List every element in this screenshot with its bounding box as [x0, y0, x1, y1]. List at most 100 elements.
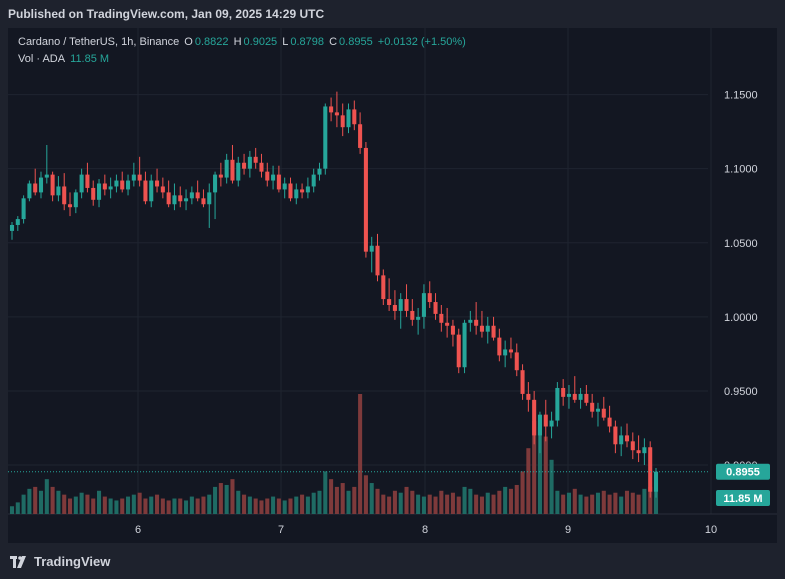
candle-body	[62, 186, 67, 205]
volume-bar	[439, 490, 444, 514]
volume-bar	[305, 496, 310, 514]
volume-bar	[67, 498, 73, 514]
volume-bar	[491, 494, 496, 514]
volume-bar	[288, 498, 293, 514]
candle-body	[155, 180, 160, 187]
candle-body	[526, 393, 531, 400]
candle-body	[288, 183, 293, 199]
candle-body	[44, 174, 49, 178]
candle-body	[323, 106, 328, 169]
volume-bar	[96, 490, 102, 514]
candle-body	[543, 414, 548, 427]
volume-bar	[311, 492, 316, 514]
volume-bar	[537, 426, 542, 514]
candle-body	[636, 450, 641, 454]
volume-bar	[427, 494, 432, 514]
top-bar: Published on TradingView.com, Jan 09, 20…	[0, 0, 785, 28]
candle-body	[590, 402, 595, 412]
volume-bar	[549, 459, 554, 514]
low-value: 0.8798	[290, 36, 325, 48]
candle-body	[317, 168, 322, 175]
candle-body	[137, 174, 142, 181]
candle-body	[201, 198, 206, 205]
candle-body	[294, 189, 299, 199]
open-label: O	[184, 36, 193, 48]
volume-bar	[27, 488, 32, 514]
candle-body	[50, 174, 55, 196]
candle-body	[21, 198, 26, 220]
candle-body	[352, 109, 357, 125]
volume-bar	[50, 486, 55, 514]
published-caption: Published on TradingView.com, Jan 09, 20…	[8, 7, 325, 21]
volume-bar	[33, 486, 38, 514]
candle-body	[358, 124, 363, 148]
high-label: H	[233, 36, 242, 48]
candle-body	[595, 408, 601, 412]
volume-bar	[387, 496, 392, 514]
volume-bar	[178, 498, 183, 514]
candle-body	[387, 299, 392, 306]
candle-body	[166, 192, 171, 205]
volume-bar	[265, 498, 270, 514]
volume-bar	[433, 496, 438, 514]
price-tick-label: 1.1000	[724, 164, 758, 176]
volume-bar	[224, 484, 229, 514]
volume-bar	[149, 496, 154, 514]
volume-bar	[520, 471, 525, 514]
candle-body	[126, 180, 131, 190]
volume-bar	[474, 494, 479, 514]
volume-bar	[114, 500, 119, 514]
tradingview-brand[interactable]: TradingView	[10, 554, 110, 569]
candle-body	[485, 325, 490, 332]
volume-bar	[456, 496, 461, 514]
candle-body	[67, 204, 73, 208]
candle-body	[85, 174, 90, 188]
volume-bar	[624, 490, 630, 514]
volume-bar	[561, 494, 566, 514]
volume-bar	[392, 490, 397, 514]
volume-bar	[566, 492, 572, 514]
volume-bar	[247, 496, 252, 514]
candle-body	[404, 299, 409, 311]
candlestick-chart[interactable]: 1.15001.10001.05001.00000.95000.90006789…	[8, 28, 777, 543]
candle-body	[340, 115, 345, 128]
candle-body	[503, 349, 508, 356]
volume-badge-label: 11.85 M	[723, 493, 762, 505]
candle-body	[537, 414, 542, 436]
candle-body	[131, 174, 136, 181]
volume-bar	[155, 494, 160, 514]
volume-bar	[218, 483, 223, 514]
volume-bar	[56, 490, 61, 514]
chart-panel[interactable]: 1.15001.10001.05001.00000.95000.90006789…	[8, 28, 777, 543]
symbol-label: Cardano / TetherUS, 1h, Binance	[18, 36, 180, 48]
candle-body	[607, 417, 612, 427]
volume-bar	[85, 494, 90, 514]
last-price-label: 0.8955	[726, 467, 760, 479]
candle-body	[242, 162, 247, 169]
candle-body	[392, 305, 397, 311]
volume-bar	[416, 494, 421, 514]
volume-bar	[317, 490, 322, 514]
volume-bar	[508, 488, 513, 514]
brand-name: TradingView	[34, 554, 111, 569]
candle-body	[474, 319, 479, 326]
volume-bar	[201, 496, 206, 514]
price-tick-label: 1.0000	[724, 312, 758, 324]
candle-body	[178, 195, 183, 202]
close-label: C	[329, 36, 338, 48]
volume-bar	[358, 394, 363, 514]
volume-bar	[184, 500, 189, 514]
footer: TradingView	[0, 543, 785, 579]
low-label: L	[282, 36, 289, 48]
candle-body	[450, 325, 455, 335]
price-tick-label: 1.1500	[724, 90, 758, 102]
candle-body	[421, 293, 426, 317]
candle-body	[329, 106, 334, 113]
open-value: 0.8822	[194, 36, 229, 48]
tradingview-logo-icon	[10, 555, 26, 568]
candle-body	[305, 186, 310, 193]
candle-body	[427, 293, 432, 303]
volume-bar	[543, 436, 548, 514]
volume-bar	[450, 492, 455, 514]
volume-bar	[630, 492, 635, 514]
